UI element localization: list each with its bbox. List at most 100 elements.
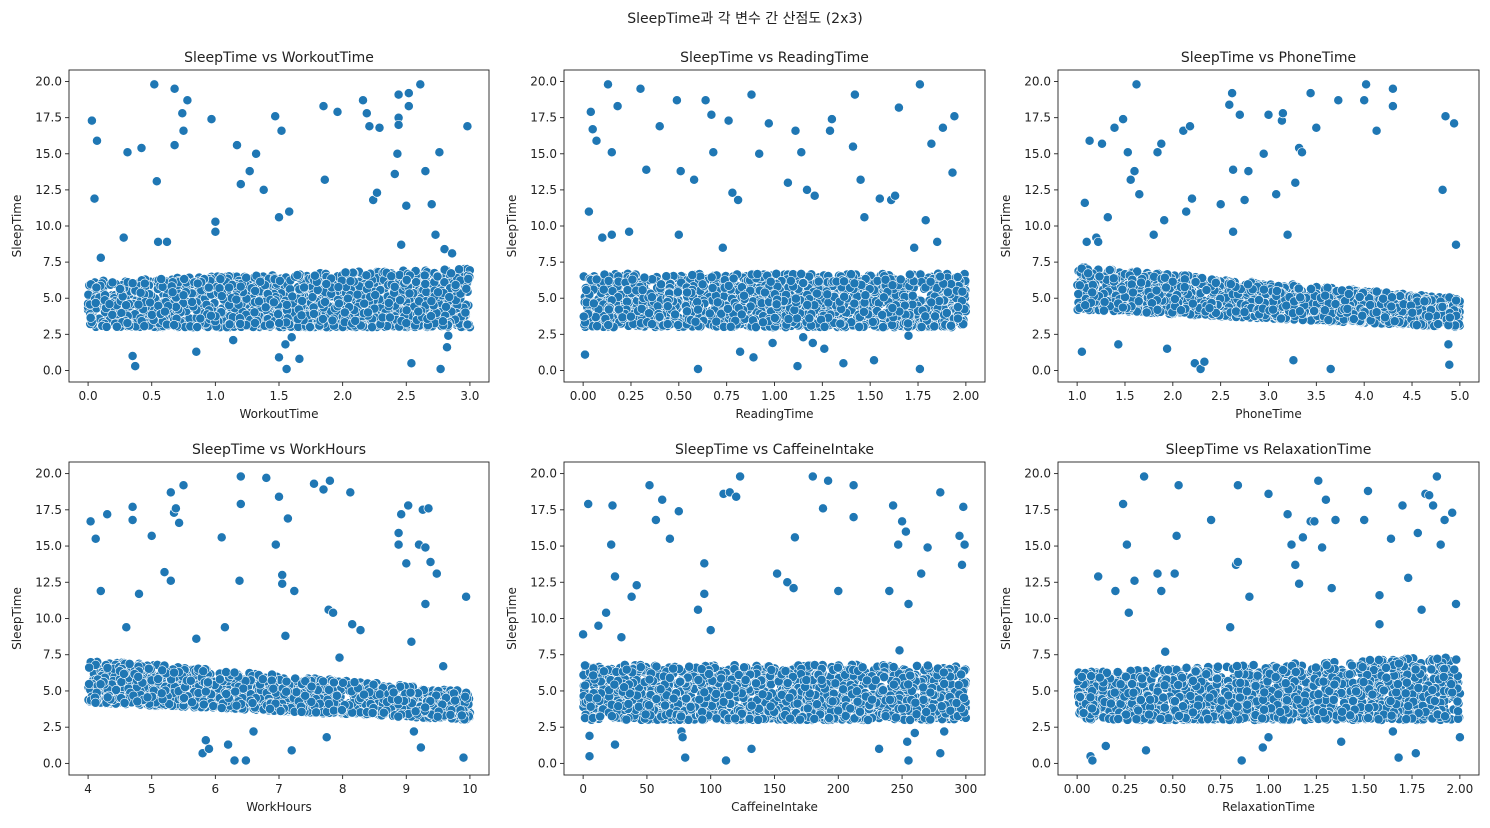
data-point xyxy=(372,187,382,198)
data-point xyxy=(139,278,150,289)
data-point xyxy=(706,272,717,283)
y-tick-label: 5.0 xyxy=(538,291,557,305)
data-point xyxy=(869,355,879,366)
data-point xyxy=(654,121,665,132)
data-point xyxy=(627,274,638,285)
data-point xyxy=(216,291,227,301)
data-point xyxy=(462,121,473,132)
data-point xyxy=(393,89,404,100)
data-point xyxy=(752,269,763,279)
data-point xyxy=(393,119,404,130)
data-point xyxy=(1395,291,1405,301)
data-point xyxy=(929,321,940,332)
data-point xyxy=(104,299,115,309)
data-point xyxy=(389,281,400,292)
data-point xyxy=(849,89,860,100)
data-point xyxy=(583,206,594,217)
data-point xyxy=(420,278,431,289)
data-point xyxy=(725,321,736,332)
data-point xyxy=(597,232,608,243)
data-point xyxy=(312,284,323,295)
data-point xyxy=(151,176,162,187)
data-point xyxy=(215,274,226,284)
data-point xyxy=(693,304,703,315)
data-point xyxy=(192,278,203,289)
data-point xyxy=(622,285,633,295)
data-point xyxy=(926,297,937,308)
data-point xyxy=(284,206,295,217)
data-point xyxy=(235,281,246,292)
data-point xyxy=(118,232,129,243)
x-tick-label: 0.00 xyxy=(570,389,597,403)
y-tick-label: 10.0 xyxy=(530,219,557,233)
data-point xyxy=(849,278,860,289)
x-tick-label: 3.0 xyxy=(460,389,479,403)
data-point xyxy=(802,184,812,195)
data-point xyxy=(907,290,918,301)
data-point xyxy=(1386,301,1397,312)
data-point xyxy=(812,288,822,299)
data-point xyxy=(167,287,178,298)
data-point xyxy=(127,278,138,289)
data-point xyxy=(654,311,665,322)
data-point xyxy=(693,364,703,374)
data-point xyxy=(191,346,202,357)
data-point xyxy=(644,308,654,319)
data-band xyxy=(578,268,971,332)
subplot-title: SleepTime vs WorkoutTime xyxy=(184,50,374,66)
data-point xyxy=(1433,319,1443,329)
data-point xyxy=(90,297,101,308)
data-point xyxy=(426,311,436,321)
data-point xyxy=(735,346,746,357)
data-point xyxy=(792,361,803,372)
x-tick-label: 1.50 xyxy=(857,389,884,403)
data-point xyxy=(224,282,234,293)
data-point xyxy=(1343,288,1354,299)
data-point xyxy=(389,169,400,179)
data-point xyxy=(274,275,285,286)
data-point xyxy=(169,83,180,94)
data-point xyxy=(641,164,652,175)
data-point xyxy=(717,242,728,253)
data-point xyxy=(689,174,700,185)
data-point xyxy=(682,287,692,298)
data-point xyxy=(432,271,443,282)
data-point xyxy=(712,297,723,308)
data-point xyxy=(1306,283,1316,294)
data-point xyxy=(893,102,904,113)
data-point xyxy=(86,115,97,126)
data-point xyxy=(935,271,946,282)
data-point xyxy=(206,310,216,321)
data-point xyxy=(433,287,443,298)
data-point xyxy=(358,95,368,106)
data-point xyxy=(463,273,474,284)
data-point xyxy=(647,274,658,285)
data-point xyxy=(345,276,356,287)
data-point xyxy=(798,332,809,343)
data-point xyxy=(1387,292,1397,303)
data-point xyxy=(925,276,936,287)
data-point xyxy=(791,293,801,304)
data-point xyxy=(860,290,871,301)
x-tick-label: 0.5 xyxy=(142,389,161,403)
y-tick-label: 12.5 xyxy=(35,183,62,197)
data-point xyxy=(364,121,375,132)
y-axis-label: SleepTime xyxy=(505,195,519,258)
data-point xyxy=(260,302,271,313)
data-point xyxy=(401,318,412,328)
data-point xyxy=(1231,306,1241,317)
data-point xyxy=(107,277,118,288)
data-point xyxy=(903,330,914,341)
data-point xyxy=(339,307,350,318)
data-point xyxy=(309,270,320,281)
data-point xyxy=(671,95,682,106)
data-point xyxy=(598,284,609,295)
x-tick-label: 0.50 xyxy=(665,389,692,403)
data-point xyxy=(792,313,802,324)
data-point xyxy=(1323,315,1334,325)
data-point xyxy=(250,317,260,328)
data-point xyxy=(838,358,849,369)
data-point xyxy=(682,306,692,317)
y-tick-label: 2.5 xyxy=(538,327,557,341)
